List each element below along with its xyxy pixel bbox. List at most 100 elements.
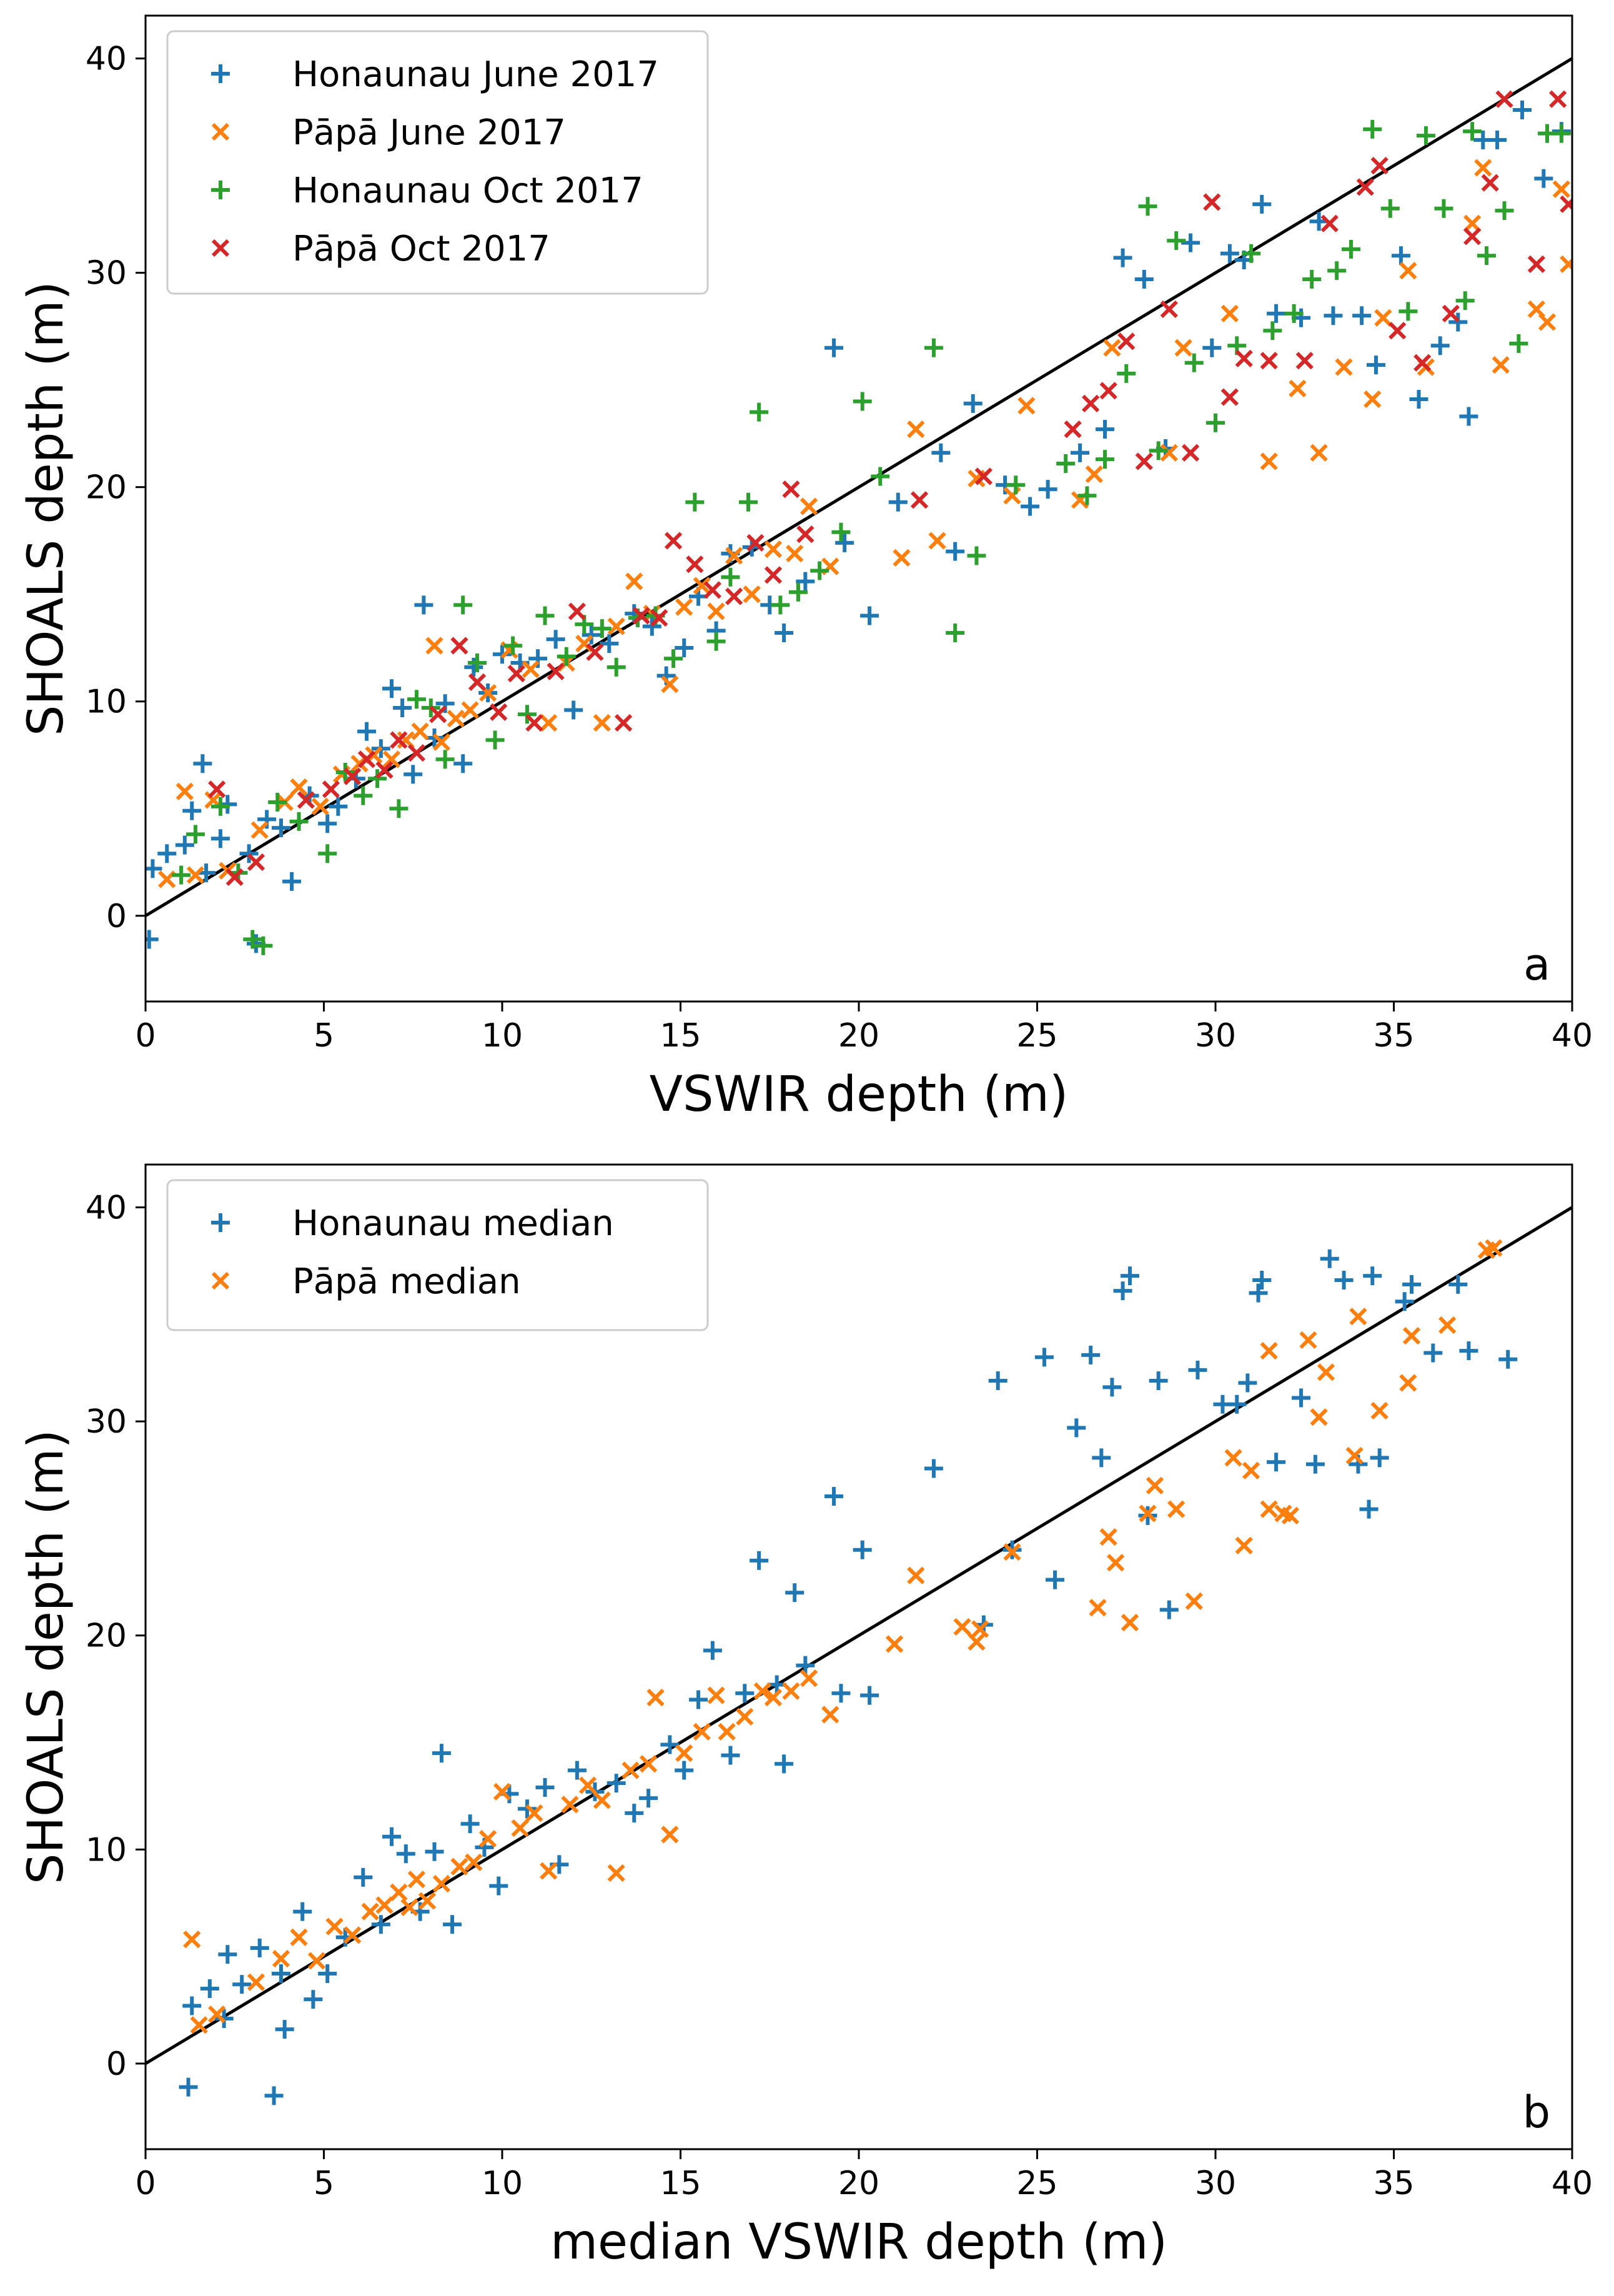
data-point [907,1566,925,1584]
data-point [928,532,946,550]
data-point [721,1746,740,1765]
data-point [1263,321,1282,340]
data-point-d2 [593,1791,611,1809]
data-point [1003,1543,1021,1561]
data-point-d2 [375,761,394,779]
data-point [318,1964,337,1984]
data-point [1149,1371,1168,1391]
data-point-d2 [1442,304,1460,322]
data-point [824,338,844,357]
legend-marker [211,64,230,83]
data-point-d2 [953,1618,971,1636]
data-point [707,1686,725,1704]
data-point [396,1844,415,1864]
data-point [1409,390,1428,409]
data-point-d2 [490,703,508,722]
data-point [642,617,661,636]
data-point-d2 [893,549,911,567]
data-point-d2 [764,1688,783,1707]
data-point [1106,1554,1125,1572]
data-point [447,710,465,728]
data-point [453,595,473,615]
data-point [621,1761,640,1779]
data-point [1085,465,1103,484]
data-point-d2 [907,1566,925,1584]
data-point [275,2020,294,2039]
data-point [606,1774,626,1793]
data-point [946,623,965,642]
legend-label: Honaunau median [292,1203,614,1244]
data-point [264,2086,284,2105]
data-point [357,722,377,741]
data-point [568,602,587,620]
data-point-d2 [910,491,929,509]
data-point-d2 [1495,90,1513,108]
data-point-d2 [322,780,340,798]
data-point [250,1938,269,1957]
data-point [764,566,783,584]
data-point-d2 [1399,1374,1417,1392]
data-point [693,1722,711,1741]
data-point-d2 [885,1635,904,1653]
legend-marker [211,1213,230,1232]
data-point [650,609,668,627]
data-point [290,1928,308,1946]
data-point-d2 [425,637,443,655]
data-point-d2 [1481,174,1499,192]
data-point-d2 [575,634,593,653]
data-point [400,1898,418,1916]
data-point [1056,454,1076,473]
data-point-d2 [1527,255,1546,274]
data-point [250,821,269,839]
legend-entry: Pāpā June 2017 [211,112,566,153]
data-point-d2 [479,1830,497,1848]
legend-marker [211,1271,230,1290]
data-point-d2 [407,743,426,762]
panel-a: 0 5 10 15 20 25 30 35 40 0 10 20 30 40 VSWIR depth (m)… [18,14,1593,1123]
data-point [157,844,177,863]
data-point [271,1964,290,1984]
data-point [450,1857,468,1876]
data-point [450,637,468,655]
data-point [1320,1249,1339,1268]
data-point [1095,420,1114,439]
legend-label: Pāpā median [292,1261,521,1302]
data-point [593,1791,611,1809]
data-point-d2 [247,853,265,872]
data-point-d2 [1463,214,1482,232]
data-point [1413,354,1432,372]
data-point-d2 [1160,300,1178,319]
data-point-d2 [344,1926,362,1944]
data-point [1345,1446,1364,1465]
data-point [193,754,212,773]
data-point [1364,390,1382,409]
data-point [407,690,426,709]
data-point-d2 [746,534,765,552]
data-point-d2 [450,1857,468,1876]
data-point-d2 [183,1931,201,1949]
data-point [1242,244,1261,263]
data-point-d2 [208,780,226,798]
data-point [1034,1348,1054,1367]
y-tick-label: 10 [86,683,127,721]
data-point [1038,480,1057,499]
data-point [465,1853,483,1872]
data-point [600,634,619,654]
data-point [824,1487,844,1506]
data-point [1181,233,1201,252]
data-point [1317,1363,1335,1381]
data-point [1310,444,1328,462]
data-point [1260,1500,1278,1518]
data-point-d2 [307,1952,326,1970]
data-point-d2 [1146,1476,1164,1495]
data-point-d2 [1560,197,1572,213]
data-point [625,1804,644,1823]
data-point-d2 [1374,309,1392,327]
data-point [593,713,611,732]
data-point-d2 [578,1776,597,1794]
data-point [271,818,290,838]
data-point [1389,322,1407,340]
data-point [582,625,601,645]
data-point [718,1722,736,1741]
data-point [522,660,540,678]
